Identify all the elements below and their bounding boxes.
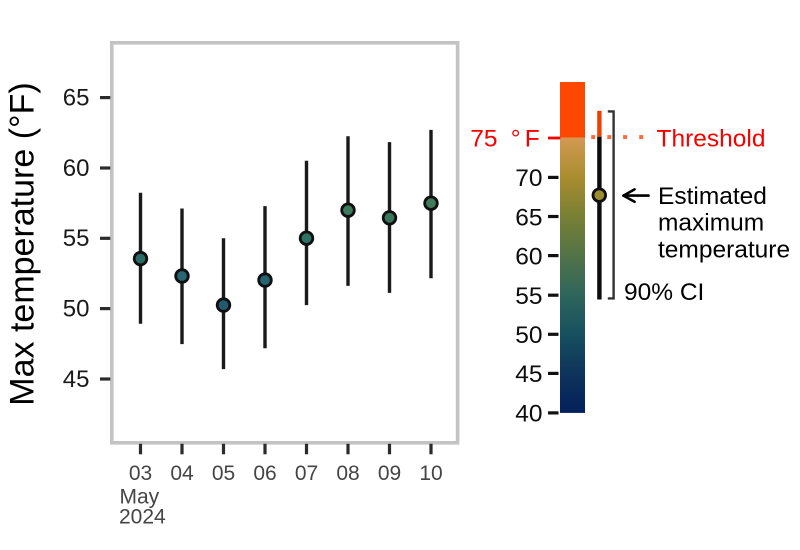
svg-text:°: ° bbox=[511, 126, 521, 153]
svg-text:Max temperature (°F): Max temperature (°F) bbox=[4, 82, 42, 405]
svg-text:55: 55 bbox=[63, 225, 90, 252]
svg-text:04: 04 bbox=[170, 462, 194, 485]
svg-text:08: 08 bbox=[336, 462, 359, 485]
svg-text:50: 50 bbox=[515, 322, 542, 349]
svg-text:06: 06 bbox=[253, 462, 276, 485]
svg-text:Threshold: Threshold bbox=[657, 126, 766, 153]
svg-text:60: 60 bbox=[515, 243, 542, 270]
svg-text:2024: 2024 bbox=[119, 506, 166, 529]
svg-text:10: 10 bbox=[419, 462, 442, 485]
svg-text:60: 60 bbox=[63, 155, 90, 182]
svg-text:maximum: maximum bbox=[658, 210, 764, 237]
svg-text:40: 40 bbox=[515, 401, 542, 428]
svg-text:07: 07 bbox=[295, 462, 318, 485]
svg-text:09: 09 bbox=[378, 462, 401, 485]
svg-text:70: 70 bbox=[515, 165, 542, 192]
svg-text:55: 55 bbox=[515, 283, 542, 310]
svg-text:Estimated: Estimated bbox=[658, 183, 767, 210]
svg-text:90% CI: 90% CI bbox=[624, 279, 704, 306]
svg-text:45: 45 bbox=[515, 361, 542, 388]
svg-text:65: 65 bbox=[63, 85, 90, 112]
svg-text:75: 75 bbox=[470, 126, 497, 153]
svg-text:May: May bbox=[120, 486, 160, 509]
svg-text:05: 05 bbox=[212, 462, 235, 485]
svg-text:F: F bbox=[525, 126, 540, 153]
svg-text:03: 03 bbox=[129, 462, 152, 485]
svg-text:45: 45 bbox=[63, 366, 90, 393]
svg-text:temperature: temperature bbox=[658, 236, 790, 263]
svg-text:65: 65 bbox=[515, 204, 542, 231]
svg-text:50: 50 bbox=[63, 296, 90, 323]
